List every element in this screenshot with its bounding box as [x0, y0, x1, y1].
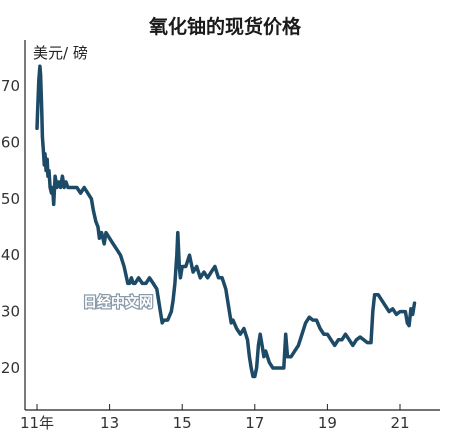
y-tick-label-70: 70 — [1, 77, 20, 95]
x-tick-label-2015: 15 — [173, 414, 192, 432]
unit-label: 美元/ 磅 — [33, 44, 88, 62]
x-tick-label-2011: 11年 — [20, 414, 54, 432]
x-tick-labels: 11年 13 15 17 19 21 — [20, 414, 410, 432]
x-tick-label-2013: 13 — [100, 414, 119, 432]
y-tick-label-20: 20 — [1, 359, 20, 377]
y-tick-labels: 20 30 40 50 60 70 — [1, 77, 20, 377]
y-tick-label-50: 50 — [1, 190, 20, 208]
watermark-text: 日经中文网 — [83, 294, 153, 311]
x-tick-label-2019: 19 — [318, 414, 337, 432]
x-tick-label-2021: 21 — [390, 414, 409, 432]
y-tick-label-30: 30 — [1, 303, 20, 321]
chart-title: 氧化铀的现货价格 — [148, 16, 301, 38]
tick-marks — [36, 404, 401, 410]
y-tick-label-40: 40 — [1, 246, 20, 264]
x-tick-label-2017: 17 — [245, 414, 264, 432]
y-tick-label-60: 60 — [1, 133, 20, 151]
series-layer — [35, 64, 417, 379]
series-line-0 — [35, 64, 417, 379]
